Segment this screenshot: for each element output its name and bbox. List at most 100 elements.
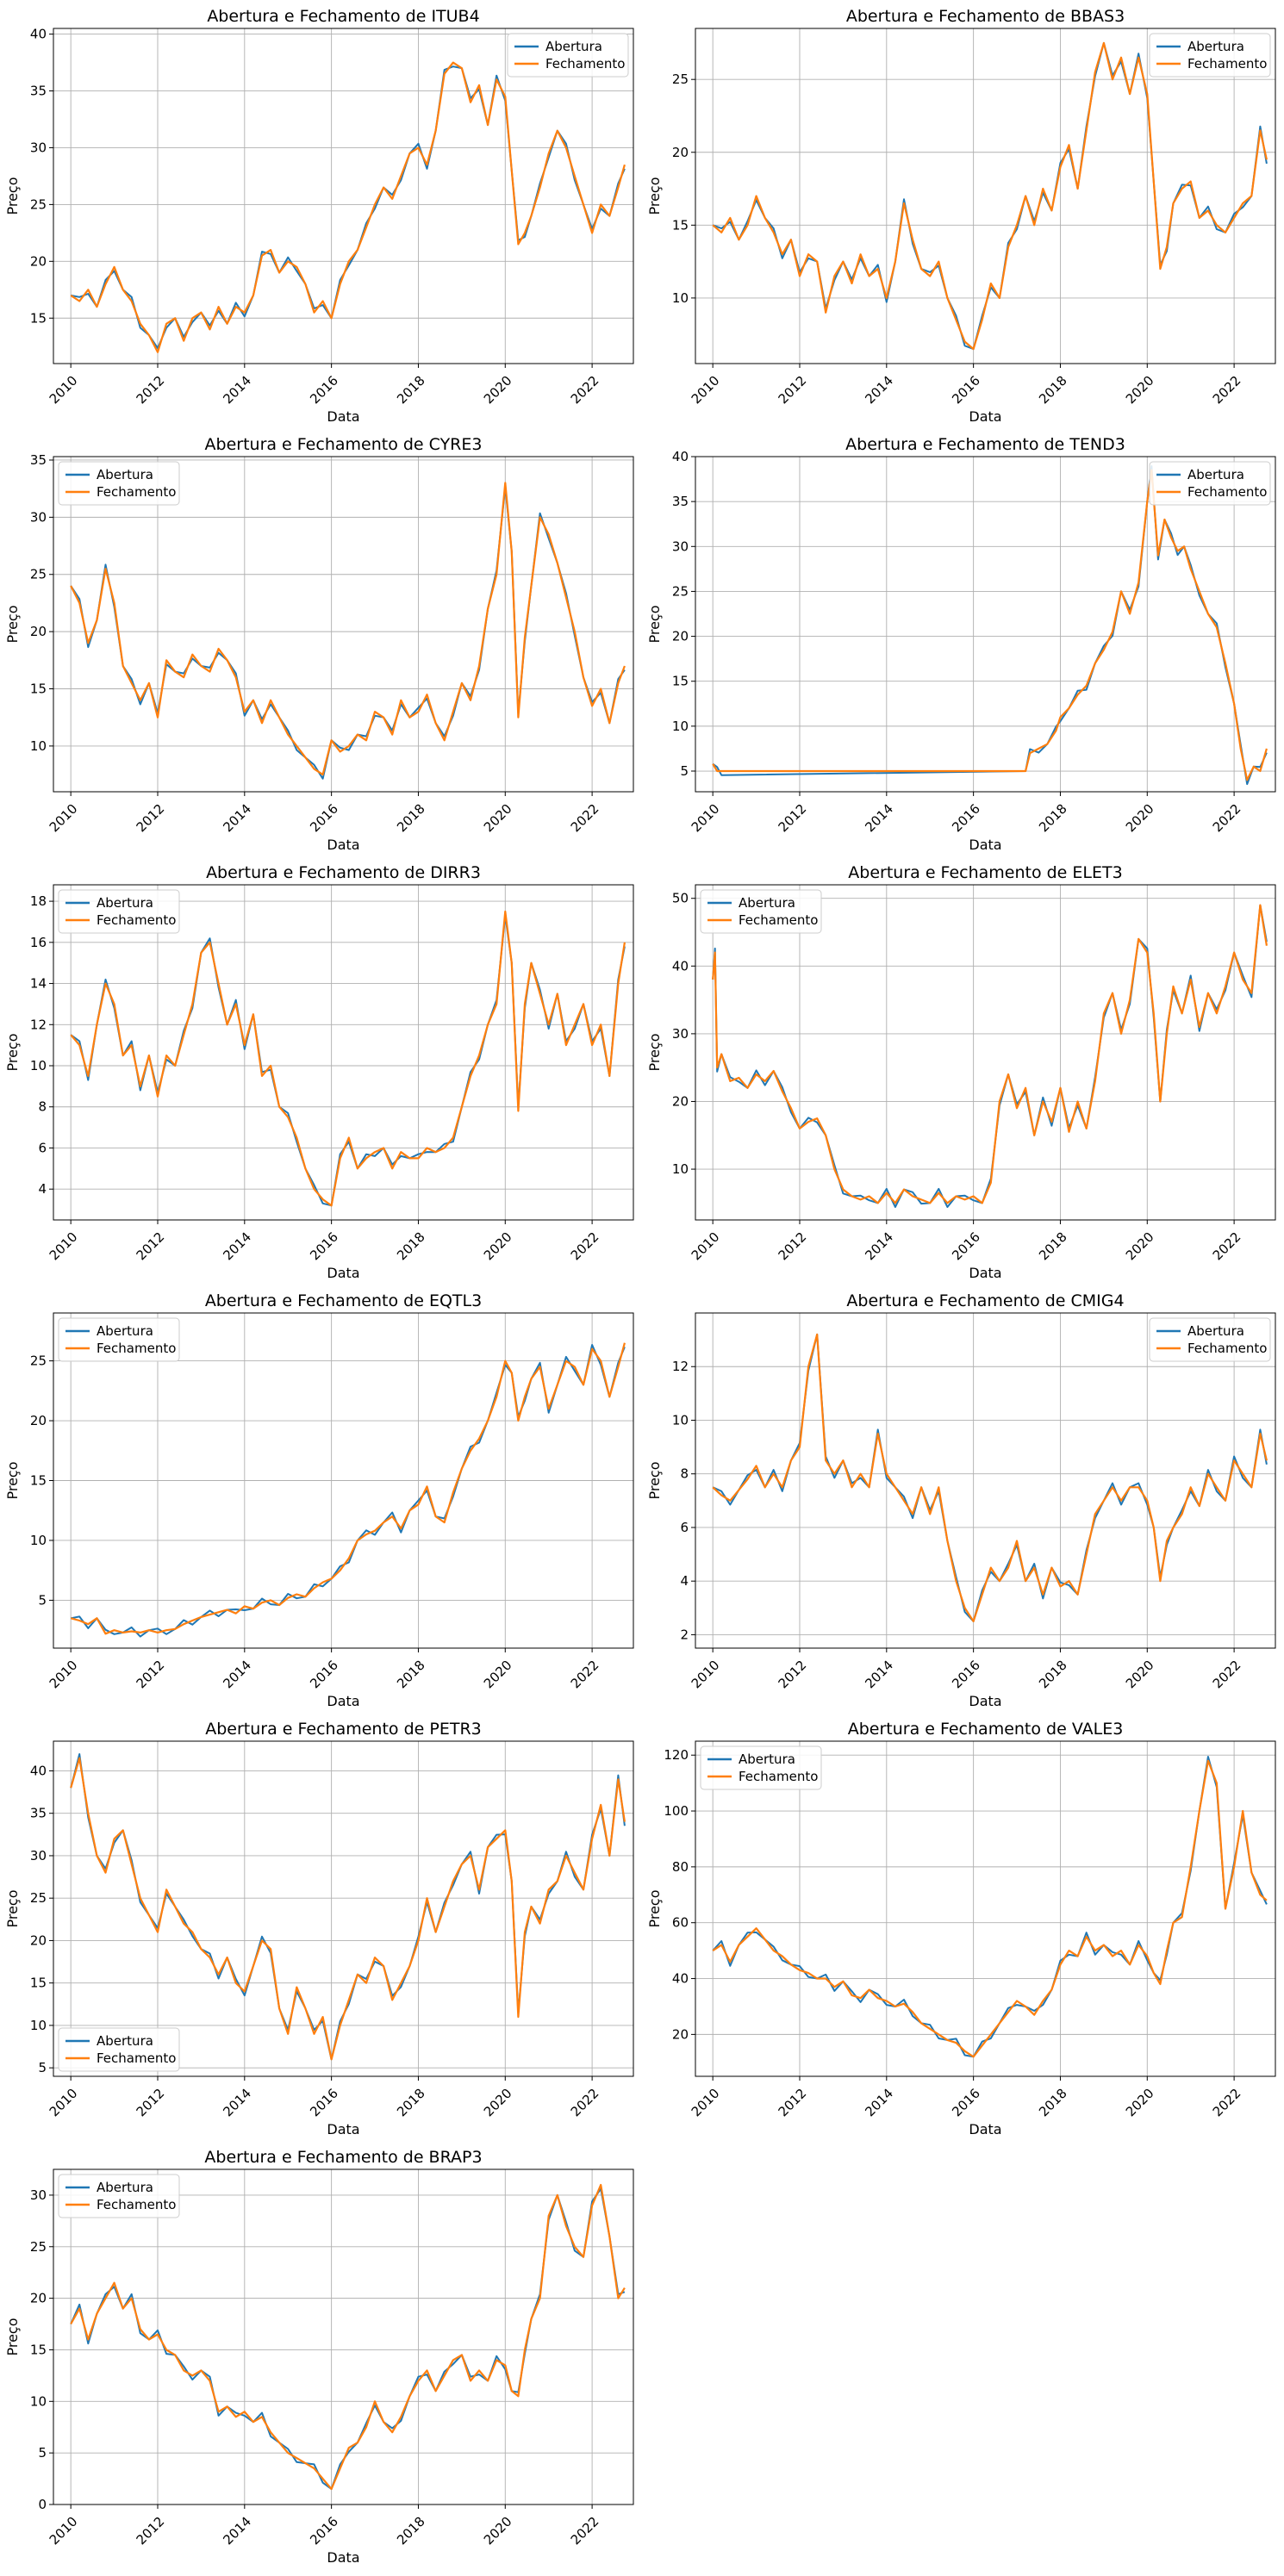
y-tick-label: 25 (30, 1353, 47, 1369)
grid (53, 457, 633, 792)
legend-label: Fechamento (739, 1769, 818, 1784)
legend-box (58, 889, 180, 934)
y-tick-label: 12 (30, 1017, 47, 1032)
legend-label: Fechamento (1187, 1341, 1267, 1356)
legend-label: Abertura (1187, 1323, 1244, 1339)
y-tick-label: 15 (30, 2342, 47, 2357)
legend-label: Abertura (739, 895, 795, 911)
y-tick-label: 10 (30, 1058, 47, 1073)
y-tick-label: 15 (672, 674, 689, 689)
y-tick-label: 5 (38, 1592, 47, 1608)
axes-frame (695, 1740, 1276, 2077)
legend-box (1149, 1317, 1271, 1362)
y-axis-label: Preço (4, 605, 21, 643)
chart-title: Abertura e Fechamento de BRAP3 (204, 2148, 482, 2167)
y-tick-label: 20 (30, 253, 47, 269)
legend-box (1149, 461, 1271, 506)
x-axis-label: Data (327, 1265, 359, 1281)
legend-label: Fechamento (545, 56, 625, 72)
y-tick-label: 20 (672, 145, 689, 160)
y-axis-label: Preço (646, 605, 663, 643)
y-tick-label: 100 (664, 1803, 689, 1819)
grid (695, 1741, 1275, 2076)
axes-frame (695, 1312, 1276, 1649)
legend-label: Fechamento (1187, 56, 1267, 72)
grid (53, 1741, 633, 2076)
legend-label: Fechamento (1187, 484, 1267, 500)
axes-frame (53, 884, 634, 1221)
chart-title: Abertura e Fechamento de CYRE3 (205, 435, 483, 454)
y-tick-label: 20 (30, 1932, 47, 1948)
axes-frame (53, 1740, 634, 2077)
x-axis-label: Data (327, 408, 359, 425)
chart-brap3: 2010 2012 2014 2016 2018 2020 2022051015202530… (4, 2148, 634, 2566)
axes-frame (53, 2168, 634, 2505)
y-tick-label: 40 (672, 449, 689, 464)
y-tick-label: 35 (30, 1806, 47, 1821)
y-tick-label: 16 (30, 935, 47, 950)
x-axis-label: Data (969, 1265, 1001, 1281)
y-tick-label: 10 (30, 2018, 47, 2033)
axes-frame (53, 28, 634, 364)
y-tick-label: 40 (672, 958, 689, 974)
y-tick-label: 4 (38, 1181, 47, 1197)
y-tick-label: 30 (30, 140, 47, 155)
x-axis-label: Data (969, 2121, 1001, 2137)
y-tick-label: 15 (30, 1976, 47, 1991)
y-tick-label: 10 (30, 1533, 47, 1548)
y-tick-label: 18 (30, 893, 47, 909)
series-line-fechamento (70, 1342, 626, 1635)
y-tick-label: 15 (672, 217, 689, 233)
y-tick-label: 10 (672, 719, 689, 734)
chart-title: Abertura e Fechamento de DIRR3 (206, 863, 481, 882)
y-tick-label: 25 (30, 567, 47, 582)
y-tick-label: 8 (680, 1466, 689, 1482)
grid (695, 28, 1275, 364)
y-axis-label: Preço (646, 1461, 663, 1499)
legend-box (507, 33, 629, 78)
legend-label: Fechamento (97, 484, 176, 500)
x-axis-label: Data (327, 2121, 359, 2137)
chart-itub4: 2010 2012 2014 2016 2018 2020 2022152025303540… (4, 7, 634, 425)
legend: Abertura Fechamento (700, 1745, 822, 1790)
y-tick-label: 20 (672, 2026, 689, 2042)
legend-label: Fechamento (739, 912, 818, 928)
series-line-fechamento (712, 469, 1268, 781)
y-tick-label: 8 (38, 1099, 47, 1115)
legend-label: Abertura (97, 895, 153, 911)
grid (695, 1313, 1275, 1648)
y-tick-label: 12 (672, 1359, 689, 1374)
series-line-fechamento (70, 2183, 626, 2491)
y-tick-label: 120 (664, 1747, 689, 1763)
y-tick-label: 20 (30, 624, 47, 639)
series-line-fechamento (70, 1757, 626, 2061)
y-tick-label: 10 (30, 2393, 47, 2409)
y-tick-label: 20 (672, 1093, 689, 1109)
legend-label: Fechamento (97, 1341, 176, 1356)
x-axis-label: Data (969, 837, 1001, 853)
chart-title: Abertura e Fechamento de VALE3 (848, 1720, 1124, 1739)
y-tick-label: 14 (30, 976, 47, 992)
y-tick-label: 0 (38, 2497, 47, 2512)
y-axis-label: Preço (4, 1461, 21, 1499)
y-tick-label: 50 (672, 891, 689, 906)
y-axis-label: Preço (646, 177, 663, 215)
series-line-fechamento (70, 910, 626, 1207)
y-tick-label: 10 (672, 1412, 689, 1428)
legend-label: Fechamento (97, 912, 176, 928)
y-tick-label: 6 (38, 1140, 47, 1155)
y-tick-label: 5 (680, 763, 689, 779)
series-line-fechamento (712, 41, 1268, 351)
legend: Abertura Fechamento (1149, 1317, 1271, 1362)
legend-label: Abertura (97, 467, 153, 482)
y-tick-label: 5 (38, 2445, 47, 2461)
axes-frame (695, 456, 1276, 793)
y-tick-label: 20 (672, 629, 689, 644)
y-axis-label: Preço (4, 177, 21, 215)
y-tick-label: 30 (672, 1026, 689, 1042)
y-tick-label: 15 (30, 1473, 47, 1489)
series-line-fechamento (712, 904, 1268, 1204)
y-tick-label: 80 (672, 1859, 689, 1875)
legend-label: Abertura (1187, 39, 1244, 54)
chart-title: Abertura e Fechamento de CMIG4 (846, 1291, 1124, 1310)
